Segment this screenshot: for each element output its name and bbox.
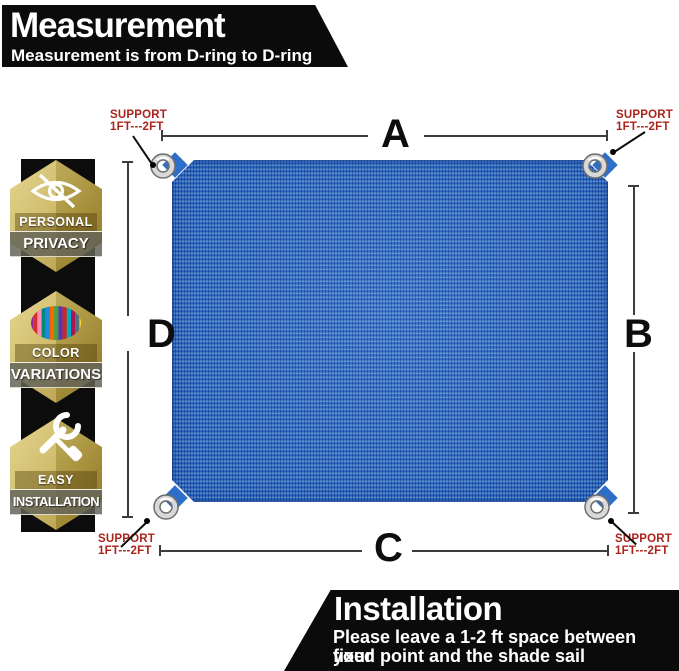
support-label-line2: 1FT---2FT <box>616 120 670 133</box>
support-label-line1: SUPPORT <box>615 533 672 545</box>
badge-label-main: INSTALLATION <box>10 489 102 515</box>
dim-label-a: A <box>381 112 410 156</box>
dim-d-top-tick <box>122 161 133 163</box>
badge-label-top: EASY <box>15 471 97 489</box>
measurement-banner: Measurement Measurement is from D-ring t… <box>2 5 348 67</box>
badge-personal-privacy: PERSONAL PRIVACY <box>10 160 102 272</box>
badge-easy-installation: EASY INSTALLATION <box>10 412 102 530</box>
d-ring-top-right-icon <box>582 153 608 179</box>
badge-label-top: COLOR <box>15 344 97 362</box>
dim-b-top-tick <box>628 185 639 187</box>
installation-subtitle-line2: fixed point and the shade sail <box>333 646 586 666</box>
support-leader-dot <box>150 162 156 168</box>
dim-c-line-left <box>160 550 362 552</box>
d-ring-bottom-left-icon <box>153 494 179 520</box>
dim-c-left-tick <box>159 545 161 556</box>
support-label-line1: SUPPORT <box>616 109 673 121</box>
measurement-title: Measurement <box>10 6 226 45</box>
dim-a-left-tick <box>161 130 163 141</box>
installation-subtitle-line1: Please leave a 1-2 ft space between your <box>333 627 637 666</box>
measurement-subtitle: Measurement is from D-ring to D-ring <box>11 46 313 65</box>
support-label-line2: 1FT---2FT <box>615 544 669 557</box>
support-leader-top-right <box>614 131 646 153</box>
installation-title: Installation <box>334 590 503 627</box>
shade-sail-fabric <box>172 160 608 502</box>
dim-c-right-tick <box>607 545 609 556</box>
eye-slash-icon <box>30 173 82 209</box>
badge-color-variations: COLOR VARIATIONS <box>10 291 102 403</box>
color-stripes-icon <box>31 306 81 340</box>
badge-label-main: VARIATIONS <box>10 362 102 388</box>
badge-label-top: PERSONAL <box>15 213 97 231</box>
support-leader-dot <box>608 518 614 524</box>
dim-d-line-top <box>127 162 129 316</box>
support-leader-dot <box>610 149 616 155</box>
support-label-line2: 1FT---2FT <box>98 544 152 557</box>
dim-label-c: C <box>374 526 403 570</box>
dim-d-line-bottom <box>127 351 129 517</box>
support-label-bottom-right: SUPPORT 1FT---2FT <box>615 533 672 557</box>
dim-a-right-tick <box>606 130 608 141</box>
installation-banner: Installation Please leave a 1-2 ft space… <box>284 590 679 671</box>
support-label-line2: 1FT---2FT <box>110 120 164 133</box>
dim-label-d: D <box>147 312 176 356</box>
support-label-bottom-left: SUPPORT 1FT---2FT <box>98 533 155 557</box>
support-leader-dot <box>144 518 150 524</box>
support-label-line1: SUPPORT <box>110 109 167 121</box>
dim-b-line-bottom <box>633 352 635 513</box>
dim-label-b: B <box>624 312 653 356</box>
wrench-tools-icon <box>39 412 83 462</box>
badge-label-main: PRIVACY <box>10 231 102 257</box>
dim-d-bottom-tick <box>122 516 133 518</box>
dim-b-bottom-tick <box>628 512 639 514</box>
dim-a-line-right <box>424 135 607 137</box>
d-ring-bottom-right-icon <box>584 494 610 520</box>
support-label-top-left: SUPPORT 1FT---2FT <box>110 109 167 133</box>
support-label-top-right: SUPPORT 1FT---2FT <box>616 109 673 133</box>
dim-c-line-right <box>412 550 608 552</box>
dim-b-line-top <box>633 186 635 315</box>
dim-a-line-left <box>162 135 368 137</box>
